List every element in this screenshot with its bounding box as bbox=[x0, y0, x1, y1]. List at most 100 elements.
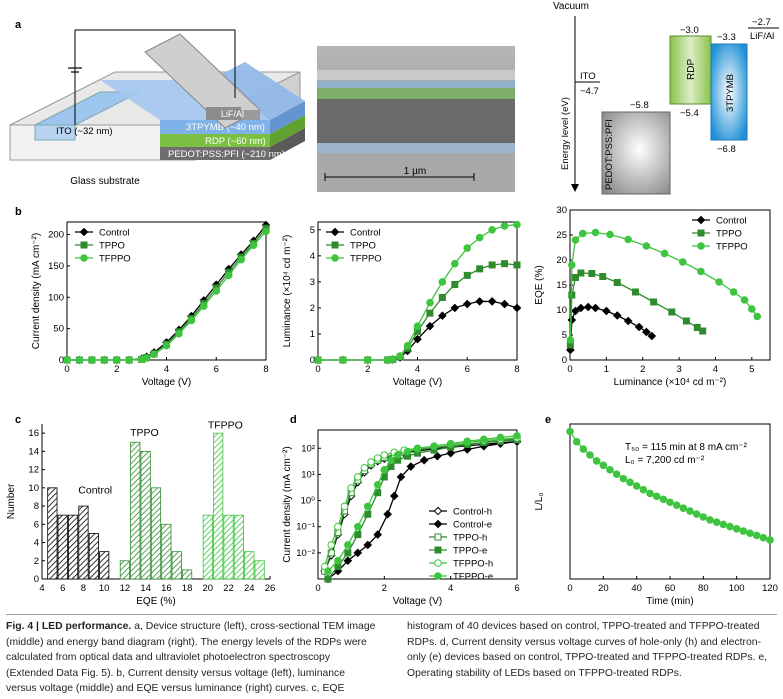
tem-scale-label: 1 µm bbox=[404, 166, 426, 177]
data-point bbox=[726, 522, 734, 531]
rdp-layer bbox=[160, 134, 270, 147]
data-point bbox=[373, 481, 382, 489]
data-point bbox=[513, 220, 521, 229]
x-tick-label: 0 bbox=[315, 364, 320, 375]
data-point bbox=[699, 327, 707, 335]
y-tick-label: 10⁻¹ bbox=[296, 522, 315, 533]
data-point bbox=[488, 261, 496, 269]
x-axis-label: Voltage (V) bbox=[393, 596, 442, 606]
data-point bbox=[488, 226, 496, 234]
data-point bbox=[387, 456, 395, 464]
legend-marker bbox=[433, 519, 443, 529]
legend-marker bbox=[80, 254, 88, 262]
data-point bbox=[419, 455, 429, 465]
data-point bbox=[732, 525, 741, 533]
data-point bbox=[583, 302, 593, 312]
data-point bbox=[500, 222, 509, 230]
data-point bbox=[343, 556, 353, 566]
y-tick-label: 0 bbox=[59, 355, 64, 366]
energy-axis-label: Energy level (eV) bbox=[560, 97, 571, 170]
data-point bbox=[659, 495, 668, 504]
data-point bbox=[571, 274, 579, 281]
rdp-band bbox=[669, 35, 712, 105]
data-point bbox=[476, 265, 484, 273]
data-point bbox=[591, 228, 600, 237]
data-point bbox=[626, 478, 634, 487]
data-point bbox=[592, 457, 601, 465]
data-point bbox=[373, 530, 383, 539]
x-tick-label: 8 bbox=[81, 583, 86, 594]
x-tick-label: 120 bbox=[762, 583, 778, 594]
data-point bbox=[678, 258, 687, 266]
histogram-bar bbox=[202, 514, 213, 580]
vacuum-label: Vacuum bbox=[553, 1, 589, 12]
data-point bbox=[729, 288, 738, 296]
data-point bbox=[623, 316, 633, 326]
x-tick-label: 10 bbox=[99, 583, 110, 594]
data-point bbox=[438, 278, 447, 286]
data-point bbox=[591, 303, 600, 313]
x-tick-label: 6 bbox=[465, 364, 470, 375]
x-tick-label: 1 bbox=[604, 364, 609, 375]
x-tick-label: 24 bbox=[244, 583, 255, 594]
y-tick-label: 15 bbox=[556, 280, 567, 291]
y-tick-label: 10⁰ bbox=[301, 496, 316, 507]
histogram-bar bbox=[223, 514, 234, 580]
data-point bbox=[314, 356, 322, 364]
y-tick-label: 14 bbox=[28, 446, 39, 457]
data-point bbox=[679, 504, 688, 512]
legend-label: Control bbox=[716, 216, 747, 227]
y-tick-label: 16 bbox=[28, 428, 39, 439]
x-tick-label: 60 bbox=[665, 583, 676, 594]
y-tick-label: 10 bbox=[28, 483, 39, 494]
data-point bbox=[612, 311, 622, 320]
lif-energy-value: −2.7 bbox=[752, 17, 771, 28]
data-point bbox=[340, 502, 349, 511]
x-tick-label: 6 bbox=[60, 583, 65, 594]
legend-label: TPPO-e bbox=[453, 546, 487, 557]
legend-marker bbox=[697, 229, 705, 237]
data-point bbox=[451, 280, 459, 288]
legend-marker bbox=[434, 533, 442, 541]
data-point bbox=[388, 355, 397, 364]
data-point bbox=[577, 269, 585, 277]
x-axis-label: Voltage (V) bbox=[142, 377, 191, 388]
data-point bbox=[666, 498, 674, 507]
histogram-bar bbox=[99, 551, 110, 580]
histogram-bar bbox=[233, 514, 244, 580]
legend-marker bbox=[434, 572, 442, 580]
data-point bbox=[697, 267, 705, 276]
data-point bbox=[634, 322, 644, 332]
legend-label: TPPO bbox=[350, 241, 376, 252]
ito-energy-value: −4.7 bbox=[580, 86, 599, 97]
data-point bbox=[672, 501, 681, 509]
x-tick-label: 2 bbox=[114, 364, 119, 375]
data-point bbox=[438, 311, 447, 321]
data-point bbox=[463, 271, 471, 279]
data-point bbox=[403, 341, 412, 350]
energy-axis-arrow bbox=[571, 184, 579, 192]
data-point bbox=[639, 485, 648, 494]
data-point bbox=[613, 279, 621, 286]
data-point bbox=[712, 518, 721, 526]
x-tick-label: 12 bbox=[120, 583, 131, 594]
x-axis-label: Voltage (V) bbox=[393, 377, 442, 388]
data-point bbox=[162, 341, 171, 350]
legend-marker bbox=[331, 241, 339, 249]
data-point bbox=[586, 451, 594, 459]
data-point bbox=[513, 261, 521, 269]
x-tick-label: 4 bbox=[415, 364, 420, 375]
histogram-bar bbox=[161, 523, 172, 580]
y-tick-label: 12 bbox=[28, 465, 39, 476]
data-point bbox=[364, 510, 372, 518]
rdp-energy-label: RDP bbox=[686, 59, 697, 80]
data-point bbox=[642, 242, 651, 250]
data-point bbox=[682, 317, 690, 325]
caption-right-column: histogram of 40 devices based on control… bbox=[407, 619, 777, 681]
data-point bbox=[512, 303, 522, 313]
chart-b-eqe: 0 1 2 3 4 5 0 5 10 15 20 25 30 Luminance (×10⁴ cd m⁻²… bbox=[534, 205, 771, 388]
x-axis-label: Time (min) bbox=[646, 596, 693, 606]
data-point bbox=[75, 356, 84, 364]
data-point bbox=[426, 298, 434, 307]
data-point bbox=[599, 273, 607, 280]
